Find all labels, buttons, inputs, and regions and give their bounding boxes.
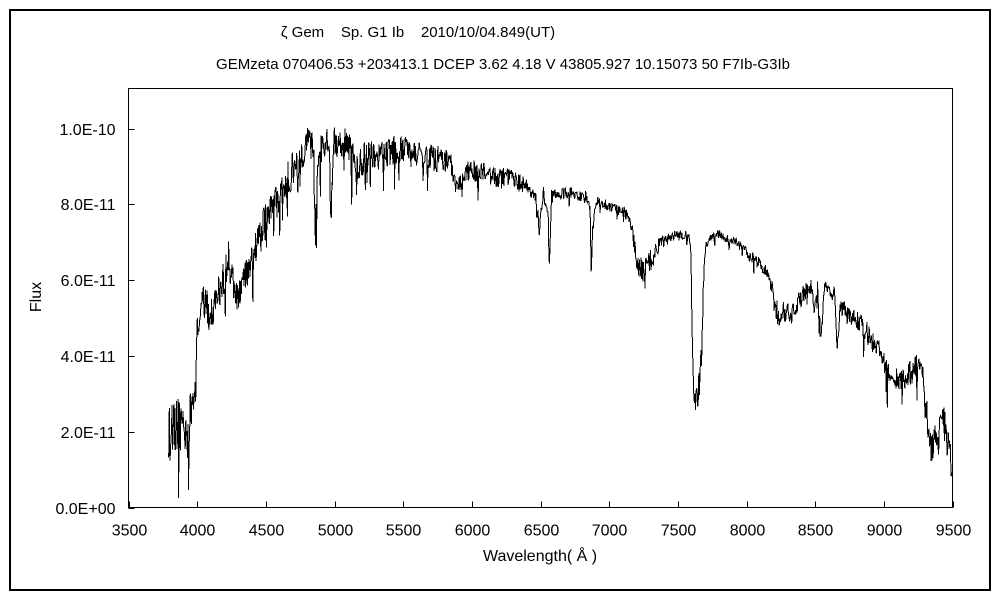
x-tick-label: 9000 [867,523,903,540]
x-tick-label: 4000 [180,523,216,540]
x-tick-label: 9500 [936,523,972,540]
x-tick-label: 5500 [386,523,422,540]
y-tick-label: 0.0E+00 [55,501,115,518]
x-tick-label: 7000 [592,523,628,540]
axis-box [128,88,953,508]
x-tick-label: 5000 [318,523,354,540]
x-tick-label: 7500 [661,523,697,540]
y-tick-label: 8.0E-11 [61,197,116,214]
x-tick-label: 8000 [730,523,766,540]
y-tick-label: 1.0E-10 [59,122,115,139]
y-tick-label: 4.0E-11 [61,349,116,366]
chart-subtitle: GEMzeta 070406.53 +203413.1 DCEP 3.62 4.… [216,56,790,73]
outer-border [9,9,991,591]
x-tick-label: 8500 [798,523,834,540]
x-tick-label: 3500 [112,523,148,540]
x-tick-label: 4500 [249,523,285,540]
x-tick-label: 6500 [524,523,560,540]
chart-title: ζ Gem Sp. G1 Ib 2010/10/04.849(UT) [280,24,556,41]
x-axis-label: Wavelength( Å ) [482,548,598,565]
spectrum-line [168,127,953,499]
y-tick-label: 6.0E-11 [61,273,116,290]
x-tick-label: 6000 [455,523,491,540]
y-tick-label: 2.0E-11 [61,425,116,442]
